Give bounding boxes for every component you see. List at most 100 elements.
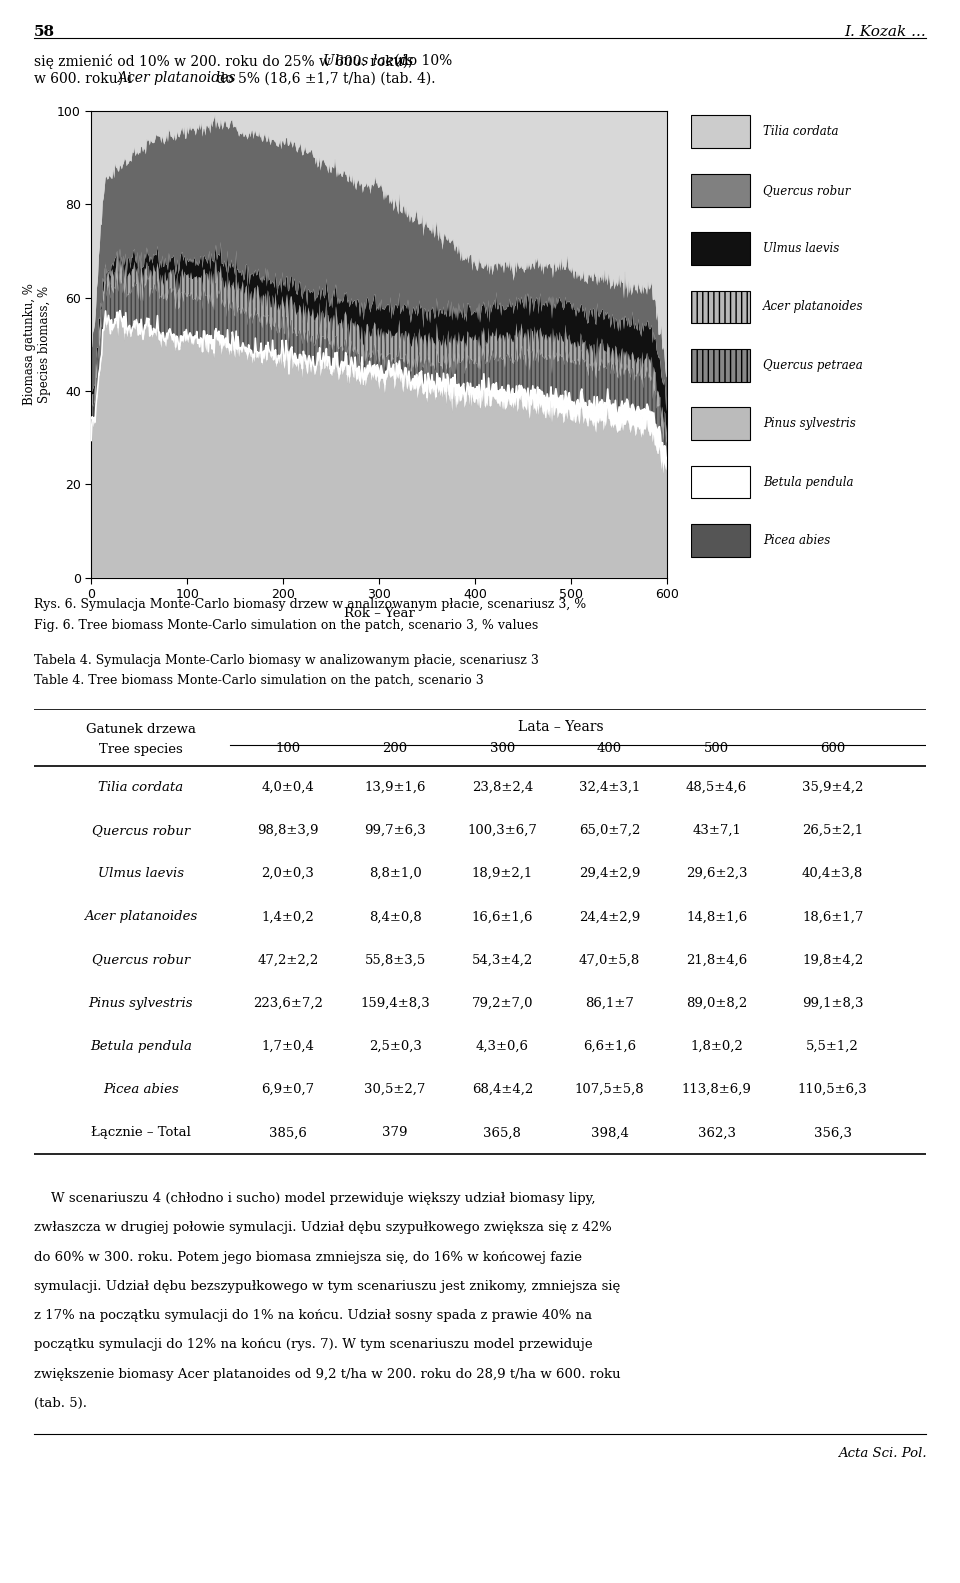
Text: 65,0±7,2: 65,0±7,2 [579, 823, 640, 837]
Text: 29,4±2,9: 29,4±2,9 [579, 867, 640, 880]
Text: 5,5±1,2: 5,5±1,2 [806, 1040, 859, 1053]
Text: 47,2±2,2: 47,2±2,2 [257, 953, 319, 967]
Text: 400: 400 [597, 742, 622, 755]
Text: Ulmus laevis: Ulmus laevis [98, 867, 183, 880]
Text: 6,6±1,6: 6,6±1,6 [583, 1040, 636, 1053]
Text: 4,0±0,4: 4,0±0,4 [262, 780, 315, 793]
Text: 2,0±0,3: 2,0±0,3 [262, 867, 315, 880]
Text: Ulmus laevis: Ulmus laevis [324, 54, 414, 68]
Bar [691, 465, 751, 499]
Text: 379: 379 [382, 1127, 408, 1140]
Text: 68,4±4,2: 68,4±4,2 [471, 1083, 533, 1095]
Text: Betula pendula: Betula pendula [763, 475, 853, 489]
Text: 19,8±4,2: 19,8±4,2 [802, 953, 863, 967]
Text: Acer platanoides: Acer platanoides [84, 910, 198, 923]
Text: Gatunek drzewa: Gatunek drzewa [85, 723, 196, 736]
Text: do 5% (18,6 ±1,7 t/ha) (tab. 4).: do 5% (18,6 ±1,7 t/ha) (tab. 4). [212, 71, 436, 85]
Text: 24,4±2,9: 24,4±2,9 [579, 910, 640, 923]
Text: 398,4: 398,4 [590, 1127, 629, 1140]
Text: 98,8±3,9: 98,8±3,9 [257, 823, 319, 837]
Text: 35,9±4,2: 35,9±4,2 [802, 780, 863, 793]
Text: 4,3±0,6: 4,3±0,6 [476, 1040, 529, 1053]
Text: 79,2±7,0: 79,2±7,0 [471, 997, 533, 1010]
Bar [691, 291, 751, 323]
Text: Quercus robur: Quercus robur [91, 823, 190, 837]
Text: Lata – Years: Lata – Years [517, 720, 603, 735]
Text: do 60% w 300. roku. Potem jego biomasa zmniejsza się, do 16% w końcowej fazie: do 60% w 300. roku. Potem jego biomasa z… [34, 1251, 582, 1263]
Y-axis label: Biomasa gatunku, %
Species biomass, %: Biomasa gatunku, % Species biomass, % [23, 283, 51, 405]
Text: początku symulacji do 12% na końcu (rys. 7). W tym scenariuszu model przewiduje: początku symulacji do 12% na końcu (rys.… [34, 1339, 592, 1352]
Text: 500: 500 [704, 742, 730, 755]
Text: 99,1±8,3: 99,1±8,3 [802, 997, 863, 1010]
Text: Quercus robur: Quercus robur [763, 184, 851, 196]
X-axis label: Rok – Year: Rok – Year [344, 606, 415, 621]
Text: 107,5±5,8: 107,5±5,8 [575, 1083, 644, 1095]
Text: 26,5±2,1: 26,5±2,1 [802, 823, 863, 837]
Text: 40,4±3,8: 40,4±3,8 [802, 867, 863, 880]
Text: Pinus sylvestris: Pinus sylvestris [763, 418, 855, 431]
Text: symulacji. Udział dębu bezszypułkowego w tym scenariuszu jest znikomy, zmniejsza: symulacji. Udział dębu bezszypułkowego w… [34, 1279, 620, 1293]
Text: zwiększenie biomasy Acer platanoides od 9,2 t/ha w 200. roku do 28,9 t/ha w 600.: zwiększenie biomasy Acer platanoides od … [34, 1368, 620, 1380]
Text: się zmienić od 10% w 200. roku do 25% w 600. roku),: się zmienić od 10% w 200. roku do 25% w … [34, 54, 417, 68]
Text: 113,8±6,9: 113,8±6,9 [682, 1083, 752, 1095]
Text: 29,6±2,3: 29,6±2,3 [685, 867, 747, 880]
Text: z 17% na początku symulacji do 1% na końcu. Udział sosny spada z prawie 40% na: z 17% na początku symulacji do 1% na koń… [34, 1309, 591, 1322]
Text: 200: 200 [383, 742, 408, 755]
Text: 54,3±4,2: 54,3±4,2 [471, 953, 533, 967]
Text: Quercus petraea: Quercus petraea [763, 359, 863, 372]
Text: Picea abies: Picea abies [763, 533, 830, 548]
Bar [691, 524, 751, 557]
Text: 100,3±6,7: 100,3±6,7 [468, 823, 538, 837]
Text: Table 4. Tree biomass Monte-Carlo simulation on the patch, scenario 3: Table 4. Tree biomass Monte-Carlo simula… [34, 674, 483, 687]
Text: 21,8±4,6: 21,8±4,6 [686, 953, 747, 967]
Text: 6,9±0,7: 6,9±0,7 [261, 1083, 315, 1095]
Text: Fig. 6. Tree biomass Monte-Carlo simulation on the patch, scenario 3, % values: Fig. 6. Tree biomass Monte-Carlo simulat… [34, 619, 538, 632]
Text: Picea abies: Picea abies [103, 1083, 179, 1095]
Text: Ulmus laevis: Ulmus laevis [763, 242, 839, 255]
Text: 365,8: 365,8 [484, 1127, 521, 1140]
Text: 16,6±1,6: 16,6±1,6 [471, 910, 533, 923]
Text: 30,5±2,7: 30,5±2,7 [365, 1083, 426, 1095]
Text: 1,4±0,2: 1,4±0,2 [262, 910, 315, 923]
Text: W scenariuszu 4 (chłodno i sucho) model przewiduje większy udział biomasy lipy,: W scenariuszu 4 (chłodno i sucho) model … [34, 1192, 595, 1205]
Text: 18,6±1,7: 18,6±1,7 [802, 910, 863, 923]
Text: 58: 58 [34, 25, 55, 40]
Text: 47,0±5,8: 47,0±5,8 [579, 953, 640, 967]
Text: Betula pendula: Betula pendula [90, 1040, 192, 1053]
Text: 23,8±2,4: 23,8±2,4 [471, 780, 533, 793]
Text: 100: 100 [276, 742, 300, 755]
Text: Acer platanoides: Acer platanoides [117, 71, 235, 85]
Bar [691, 233, 751, 264]
Text: I. Kozak ...: I. Kozak ... [845, 25, 926, 40]
Text: 99,7±6,3: 99,7±6,3 [364, 823, 426, 837]
Text: Łącznie – Total: Łącznie – Total [91, 1127, 191, 1140]
Text: 2,5±0,3: 2,5±0,3 [369, 1040, 421, 1053]
Text: Acta Sci. Pol.: Acta Sci. Pol. [838, 1447, 926, 1460]
Text: 13,9±1,6: 13,9±1,6 [365, 780, 426, 793]
Text: 356,3: 356,3 [814, 1127, 852, 1140]
Text: 48,5±4,6: 48,5±4,6 [686, 780, 747, 793]
Text: 86,1±7: 86,1±7 [585, 997, 634, 1010]
Text: Rys. 6. Symulacja Monte-Carlo biomasy drzew w analizowanym płacie, scenariusz 3,: Rys. 6. Symulacja Monte-Carlo biomasy dr… [34, 598, 586, 611]
Text: 110,5±6,3: 110,5±6,3 [798, 1083, 868, 1095]
Text: 8,4±0,8: 8,4±0,8 [369, 910, 421, 923]
Text: 159,4±8,3: 159,4±8,3 [360, 997, 430, 1010]
Text: 1,8±0,2: 1,8±0,2 [690, 1040, 743, 1053]
Bar [691, 116, 751, 149]
Text: Tilia cordata: Tilia cordata [98, 780, 183, 793]
Bar [691, 348, 751, 382]
Text: 1,7±0,4: 1,7±0,4 [262, 1040, 315, 1053]
Text: (do 10%: (do 10% [390, 54, 452, 68]
Text: 14,8±1,6: 14,8±1,6 [686, 910, 747, 923]
Text: Pinus sylvestris: Pinus sylvestris [88, 997, 193, 1010]
Text: Quercus robur: Quercus robur [91, 953, 190, 967]
Text: w 600. roku) i: w 600. roku) i [34, 71, 136, 85]
Text: 8,8±1,0: 8,8±1,0 [369, 867, 421, 880]
Text: 385,6: 385,6 [269, 1127, 307, 1140]
Text: 300: 300 [490, 742, 515, 755]
Text: 223,6±7,2: 223,6±7,2 [253, 997, 323, 1010]
Text: Tilia cordata: Tilia cordata [763, 125, 838, 138]
Text: 55,8±3,5: 55,8±3,5 [365, 953, 426, 967]
Text: 89,0±8,2: 89,0±8,2 [686, 997, 747, 1010]
Text: 43±7,1: 43±7,1 [692, 823, 741, 837]
